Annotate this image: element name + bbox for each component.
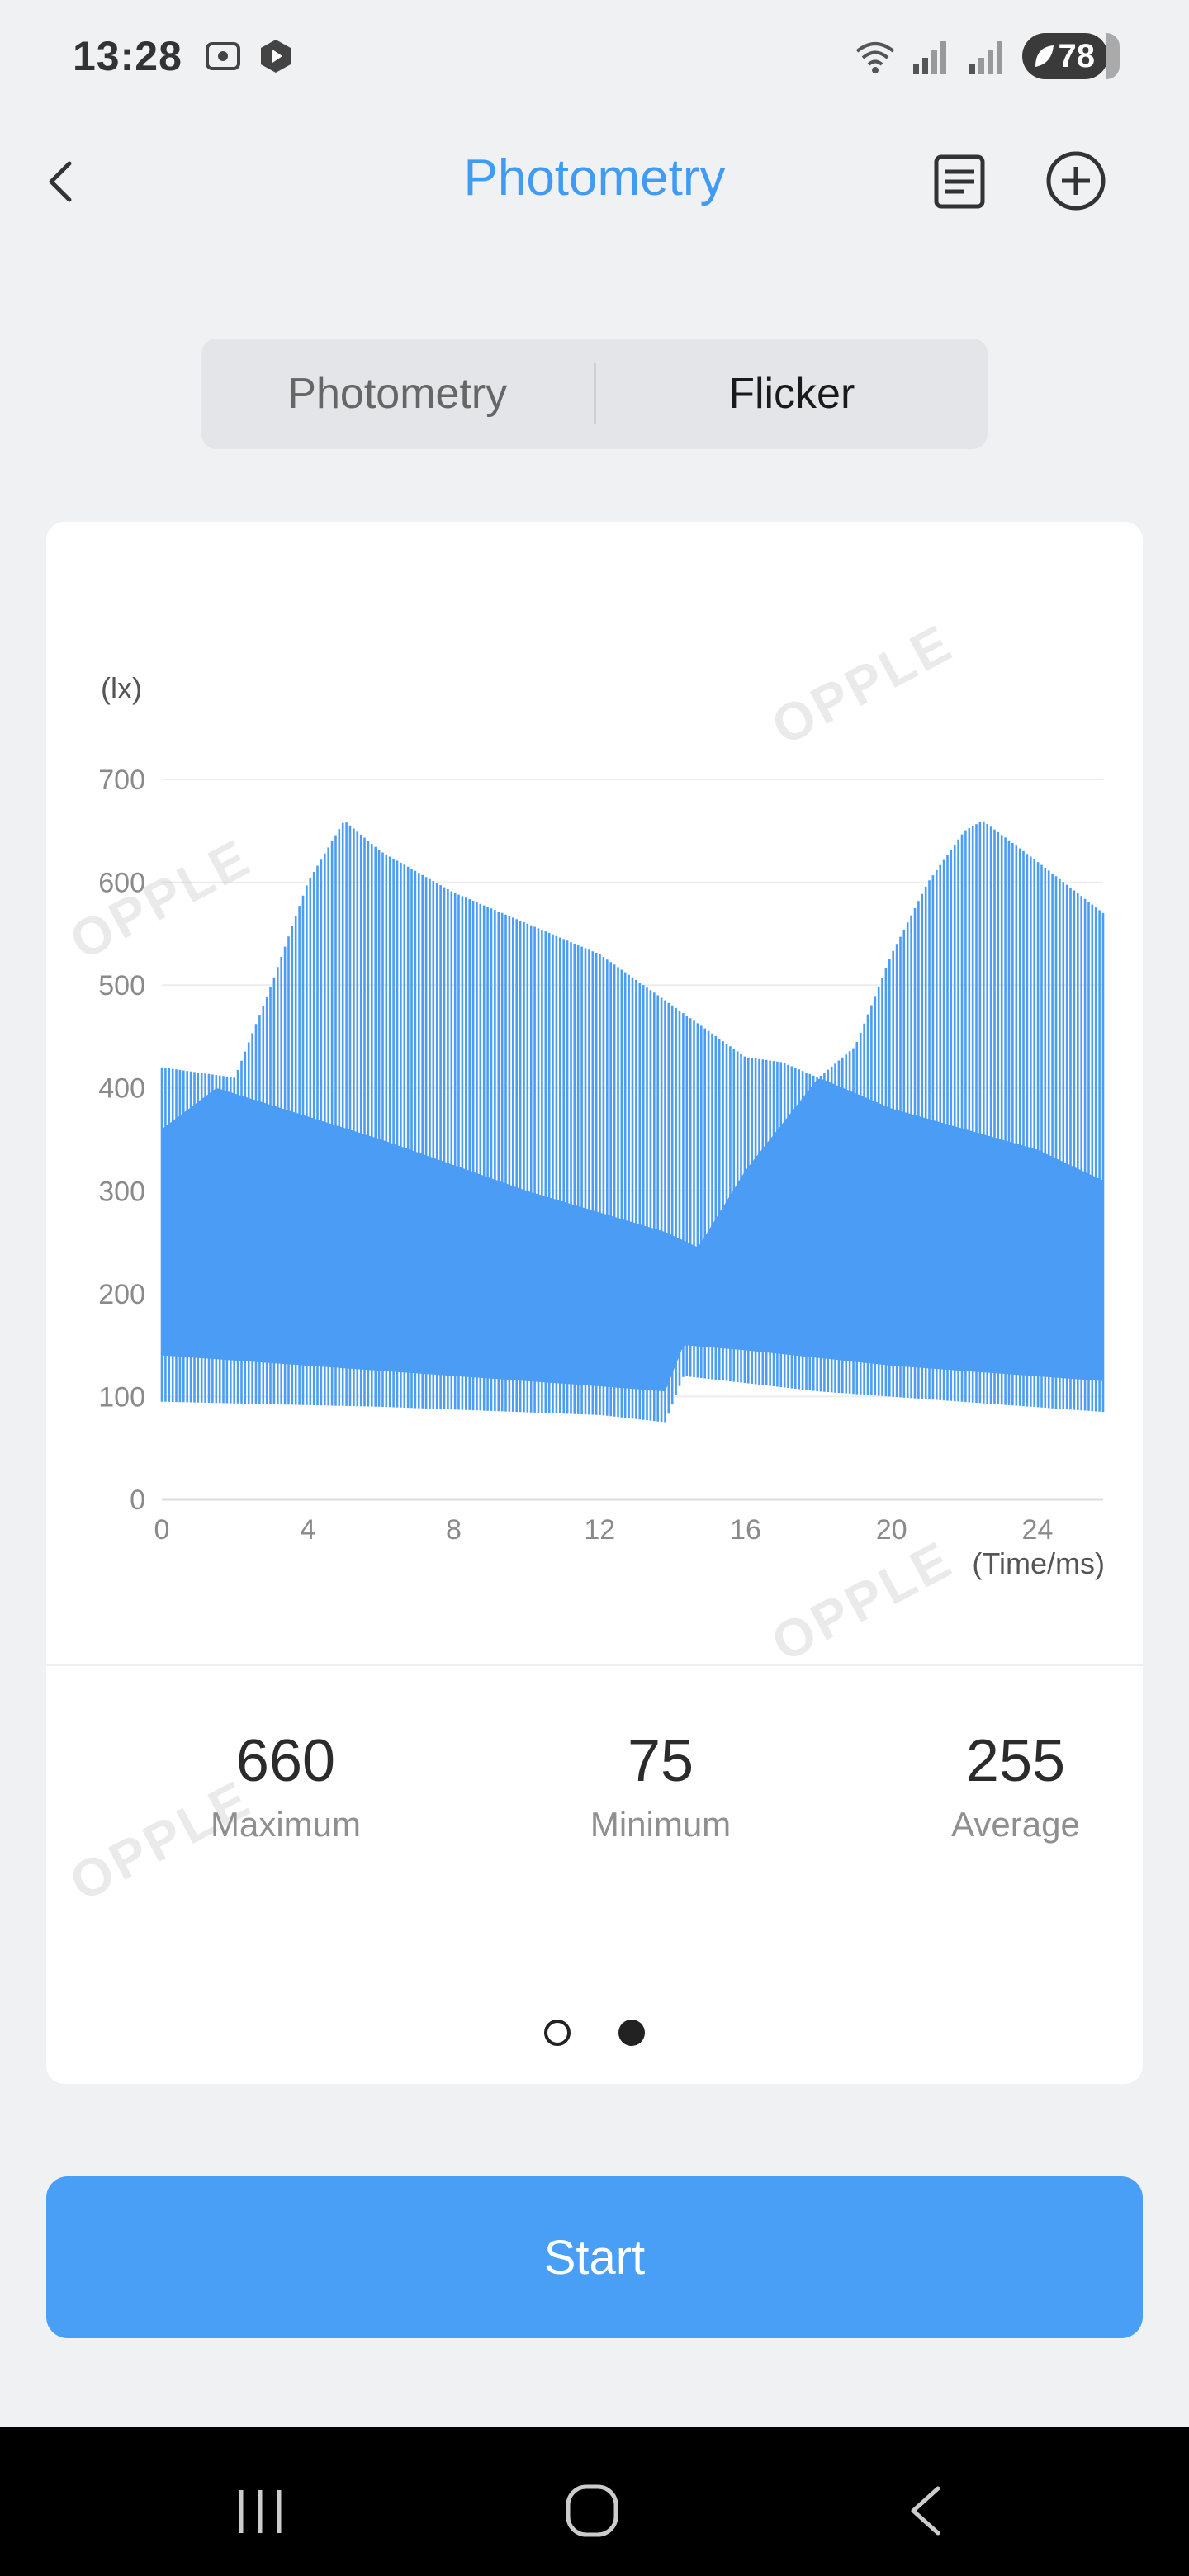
stat-label: Average <box>951 1805 1080 1844</box>
tab-divider <box>593 363 596 424</box>
x-tick-label: 16 <box>730 1514 761 1546</box>
stat-maximum: 660 Maximum <box>129 1727 443 1844</box>
x-tick-label: 4 <box>300 1514 315 1546</box>
status-left-icons <box>204 37 295 75</box>
system-nav-bar <box>0 2427 1189 2576</box>
status-right-icons: 78 <box>854 33 1120 79</box>
y-tick-label: 200 <box>98 1279 145 1310</box>
page-dot-1[interactable] <box>544 2020 571 2046</box>
battery-tail <box>1106 33 1120 79</box>
stat-label: Minimum <box>590 1805 732 1844</box>
y-tick-label: 400 <box>98 1073 145 1105</box>
stat-minimum: 75 Minimum <box>504 1727 817 1844</box>
page-indicator <box>46 2020 1143 2046</box>
flicker-card: (lx) (Time/ms) 0 100 200 300 400 500 600 700 0 4 8… <box>46 522 1143 2084</box>
battery-level: 78 <box>1058 37 1096 74</box>
stat-average: 255 Average <box>859 1727 1143 1844</box>
home-icon[interactable] <box>563 2482 621 2540</box>
card-divider <box>46 1664 1143 1666</box>
page-dot-2[interactable] <box>618 2020 645 2046</box>
y-tick-label: 0 <box>130 1485 145 1516</box>
screenshot-icon <box>205 42 240 70</box>
stat-label: Maximum <box>210 1805 361 1844</box>
tab-flicker[interactable]: Flicker <box>728 370 855 418</box>
start-button[interactable]: Start <box>46 2176 1143 2338</box>
nav-back-icon[interactable] <box>905 2484 945 2538</box>
status-time: 13:28 <box>73 33 182 79</box>
x-tick-label: 20 <box>876 1514 907 1546</box>
stat-value: 255 <box>965 1728 1066 1794</box>
x-tick-label: 8 <box>446 1514 462 1546</box>
tab-photometry[interactable]: Photometry <box>287 370 508 418</box>
battery-saver-icon <box>1035 45 1054 67</box>
y-tick-label: 500 <box>98 970 145 1002</box>
recent-apps-icon[interactable] <box>234 2485 286 2538</box>
y-tick-label: 700 <box>98 765 145 796</box>
x-tick-label: 24 <box>1022 1514 1054 1546</box>
signal-icon <box>912 41 946 74</box>
app-hexagon-icon <box>260 40 291 73</box>
battery-indicator: 78 <box>1021 33 1108 79</box>
status-bar: 13:28 <box>0 0 1189 112</box>
x-tick-label: 12 <box>584 1514 615 1546</box>
records-list-icon[interactable] <box>928 150 991 213</box>
x-tick-label: 0 <box>154 1514 170 1546</box>
stat-value: 660 <box>235 1728 336 1794</box>
flicker-waveform <box>160 821 1105 1423</box>
y-tick-label: 100 <box>98 1381 145 1413</box>
back-arrow-icon[interactable] <box>36 155 86 208</box>
y-tick-label: 300 <box>98 1176 145 1207</box>
x-axis-label: (Time/ms) <box>972 1546 1105 1580</box>
flicker-chart: (lx) (Time/ms) 0 100 200 300 400 500 600 700 0 4 8… <box>98 671 1105 1580</box>
wifi-icon <box>855 42 894 73</box>
signal-icon-2 <box>969 41 1002 74</box>
mode-tabs: Photometry Flicker <box>201 339 988 449</box>
add-circle-icon[interactable] <box>1044 149 1108 213</box>
app-header: Photometry <box>0 132 1189 231</box>
page-title: Photometry <box>463 149 726 206</box>
y-tick-label: 600 <box>98 868 145 899</box>
y-axis-label: (lx) <box>101 671 142 705</box>
stat-value: 75 <box>627 1728 694 1794</box>
